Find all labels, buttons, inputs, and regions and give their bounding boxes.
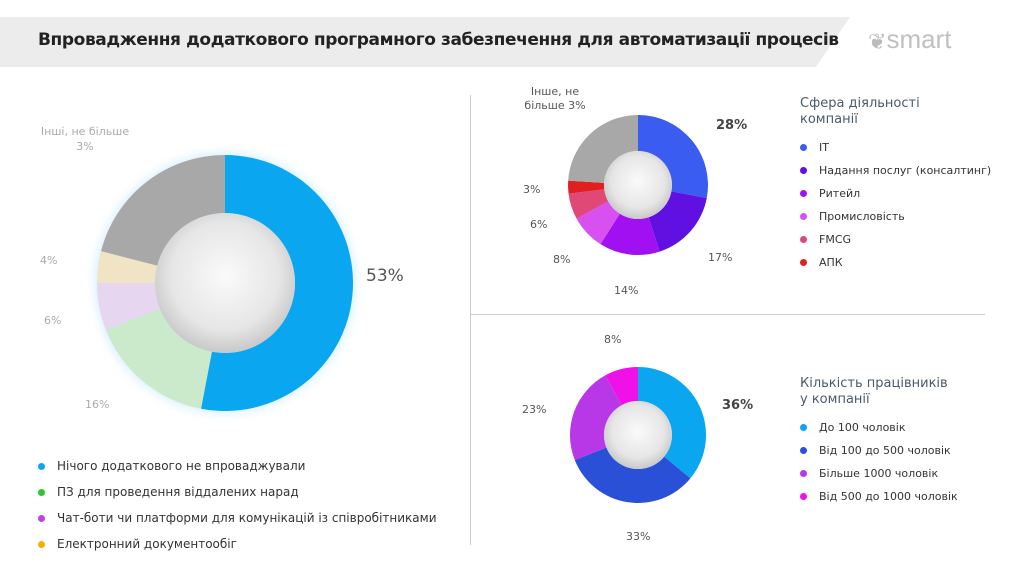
bird-icon: ❦ (868, 30, 887, 55)
legend-dot-icon (38, 462, 45, 470)
legend-label: Нічого додаткового не впроваджували (57, 459, 306, 473)
data-label: 33% (626, 530, 651, 543)
sphere-slice (576, 201, 620, 245)
logo: ❦ smart (868, 24, 951, 55)
legend-label: Більше 1000 чоловік (819, 467, 939, 480)
legend-item: Більше 1000 чоловік (800, 462, 958, 485)
page-title: Впровадження додаткового програмного заб… (38, 30, 839, 50)
legend-label: FMCG (819, 233, 852, 246)
legend-item: Від 100 до 500 чоловік (800, 439, 958, 462)
legend-label: ПЗ для проведення віддалених нарад (57, 485, 299, 499)
sphere-slice (568, 180, 605, 194)
legend-dot-icon (800, 424, 807, 431)
employees-slice (574, 447, 691, 503)
sphere-slice (568, 115, 638, 183)
data-label: 8% (604, 333, 622, 346)
legend-title: Сфера діяльності компанії (800, 96, 920, 127)
software-slice (97, 251, 158, 283)
data-label: 53% (366, 266, 404, 286)
legend-dot-icon (800, 144, 807, 151)
legend-label: До 100 чоловік (819, 421, 906, 434)
legend-item: ПЗ для проведення віддалених нарад (38, 479, 437, 505)
sphere-slice (568, 189, 609, 219)
data-label: 6% (44, 314, 62, 327)
legend-item: Ритейл (800, 182, 991, 205)
legend-item: FMCG (800, 228, 991, 251)
logo-text: smart (886, 24, 952, 54)
sphere-slice (600, 213, 660, 255)
legend-item: АПК (800, 251, 991, 274)
legend-label: Від 100 до 500 чоловік (819, 444, 951, 457)
legend-label: Чат-боти чи платформи для комунікацій із… (57, 511, 437, 525)
data-label: 8% (553, 253, 571, 266)
legend-label: Електронний документообіг (57, 537, 237, 551)
divider (470, 95, 471, 545)
donut-hole (604, 151, 672, 219)
legend-dot-icon (800, 470, 807, 477)
data-label: 17% (708, 251, 733, 264)
data-label: 36% (722, 398, 754, 413)
software-slice (105, 308, 212, 409)
legend-employees: Кількість працівників у компанії До 100 … (800, 376, 958, 508)
title-bar (0, 17, 850, 67)
legend-item: Нічого додаткового не впроваджували (38, 453, 437, 479)
legend-item: Електронний документообіг (38, 531, 437, 557)
data-label: 6% (530, 218, 548, 231)
data-label: 16% (85, 398, 110, 411)
employees-slice (605, 367, 638, 406)
legend-item: IT (800, 136, 991, 159)
software-slice (201, 155, 354, 411)
legend-label: Промисловість (819, 210, 905, 223)
employees-slice (638, 367, 706, 479)
legend-label: АПК (819, 256, 843, 269)
data-label: Інші, не більше 3% (40, 125, 130, 153)
data-label: 4% (40, 254, 58, 267)
software-slice (97, 283, 160, 331)
legend-item: Від 500 до 1000 чоловік (800, 485, 958, 508)
sphere-slice (648, 191, 707, 252)
legend-item: Промисловість (800, 205, 991, 228)
legend-dot-icon (800, 213, 807, 220)
legend-sphere: Сфера діяльності компанії IT Надання посл… (800, 96, 991, 274)
software-slice (101, 155, 225, 266)
legend-dot-icon (800, 493, 807, 500)
legend-dot-icon (38, 514, 45, 522)
legend-dot-icon (800, 236, 807, 243)
data-label: Інше, не більше 3% (524, 85, 586, 112)
sphere-slice (638, 115, 708, 199)
legend-label: Від 500 до 1000 чоловік (819, 490, 958, 503)
legend-dot-icon (800, 259, 807, 266)
legend-label: Ритейл (819, 187, 861, 200)
data-label: 28% (716, 118, 748, 133)
data-label: 23% (522, 403, 547, 416)
legend-dot-icon (38, 488, 45, 496)
employees-slice (570, 375, 622, 461)
donut-hole (604, 401, 672, 469)
data-label: 3% (523, 183, 541, 196)
donut-hole (155, 213, 295, 353)
legend-item: Чат-боти чи платформи для комунікацій із… (38, 505, 437, 531)
legend-dot-icon (800, 447, 807, 454)
legend-dot-icon (800, 190, 807, 197)
legend-item: Надання послуг (консалтинг) (800, 159, 991, 182)
divider (470, 314, 985, 315)
legend-label: Надання послуг (консалтинг) (819, 164, 992, 177)
legend-title: Кількість працівників у компанії (800, 376, 948, 407)
legend-label: IT (819, 141, 829, 154)
legend-dot-icon (38, 540, 45, 548)
legend-item: До 100 чоловік (800, 416, 958, 439)
legend-dot-icon (800, 167, 807, 174)
data-label: 14% (614, 284, 639, 297)
legend-software: Нічого додаткового не впроваджували ПЗ дл… (38, 453, 437, 557)
